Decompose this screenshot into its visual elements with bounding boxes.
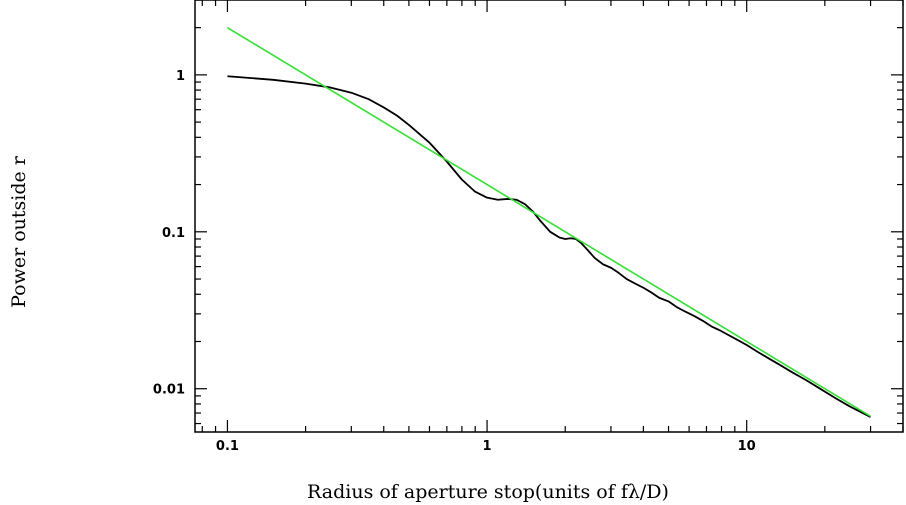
- x-tick-label: 1: [483, 439, 492, 454]
- x-tick-label: 0.1: [216, 439, 239, 454]
- y-axis-title: Power outside r: [8, 155, 30, 308]
- y-tick-label: 0.01: [153, 383, 185, 398]
- x-tick-label: 10: [738, 439, 756, 454]
- y-tick-label: 1: [176, 69, 185, 84]
- series-line-black: [227, 75, 871, 418]
- series-group: [227, 26, 871, 418]
- series-line-green: [227, 26, 871, 418]
- ticks: [195, 0, 904, 432]
- y-tick-label: 0.1: [162, 226, 185, 241]
- x-axis-title: Radius of aperture stop(units of fλ/D): [307, 481, 669, 503]
- tick-labels: 0.1 1 10 0.01 0.1 1: [153, 69, 756, 454]
- plot-frame: [194, 0, 904, 433]
